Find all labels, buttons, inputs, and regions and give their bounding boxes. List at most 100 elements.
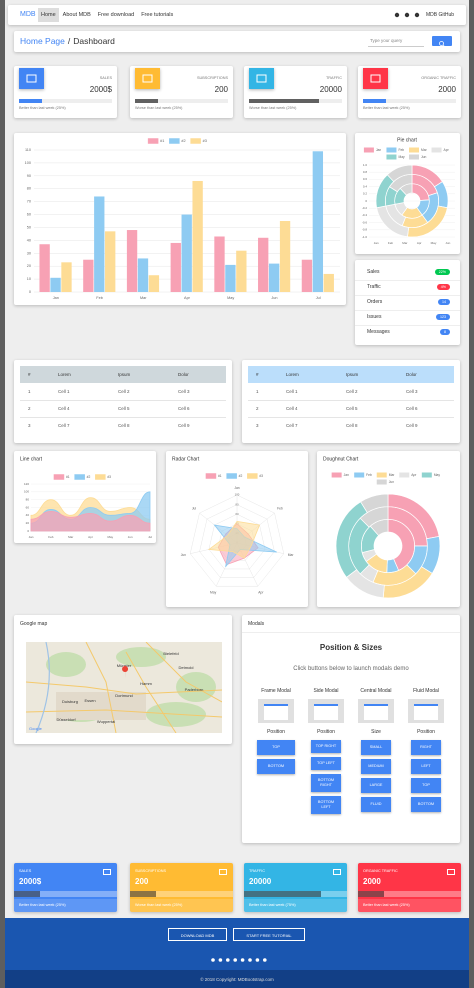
legend-label: Mar (389, 473, 396, 477)
nav-link[interactable]: Free tutorials (141, 12, 174, 18)
list-label: Issues (367, 314, 382, 320)
legend-swatch (147, 138, 159, 144)
modal-button[interactable]: BOTTOM (257, 759, 295, 774)
bar (312, 151, 324, 292)
list-item[interactable]: Orders 14 (355, 295, 460, 311)
nav-link[interactable]: Home (38, 8, 59, 22)
modal-button[interactable]: BOTTOM (411, 797, 441, 812)
bar (83, 259, 94, 292)
modal-button[interactable]: TOP LEFT (311, 757, 341, 770)
axis-label: Jul (192, 507, 196, 511)
legend-swatch (399, 472, 410, 478)
map-place: Duisburg (62, 699, 78, 704)
modal-group-caption: Position (267, 729, 285, 735)
table-header-cell: Ipsum (346, 372, 359, 377)
modal-button[interactable]: BOTTOM RIGHT (311, 774, 341, 792)
table-cell: Cell 1 (286, 389, 298, 394)
y-tick-label: -0.6 (362, 220, 368, 224)
legend-label: May (434, 473, 441, 477)
social-icon (255, 958, 260, 962)
list-item[interactable]: Messages 8 (355, 325, 460, 340)
stat-label: SALES (99, 76, 112, 80)
modal-illustration-window (264, 704, 288, 720)
pie-chart-card: Pie chart Jan Feb Mar Apr May Jun -1.0 -0.8 -0.6 -… (355, 133, 460, 254)
table-row: 1 Cell 1 Cell 2 Cell 3 (248, 383, 454, 401)
progress-bar (358, 891, 384, 897)
modal-button[interactable]: SMALL (361, 740, 391, 755)
color-card-footer: Better than last week (25%) (358, 899, 461, 912)
nav-link[interactable]: About MDB (62, 12, 91, 18)
stat-icon (249, 68, 274, 89)
modal-button[interactable]: TOP (257, 740, 295, 755)
y-tick-label: -1.0 (362, 235, 368, 239)
modal-button[interactable]: BOTTOM LEFT (311, 796, 341, 814)
stat-value: 2000$ (89, 85, 112, 94)
search-input[interactable]: Type your query (368, 36, 424, 47)
legend-swatch (190, 138, 201, 144)
nav-link[interactable]: Free download (97, 12, 135, 18)
y-tick-label: 70 (27, 200, 31, 204)
map-place: Detmold (179, 665, 194, 670)
list-item[interactable]: Sales 22% (355, 265, 460, 281)
bar-chart: 0 10 20 30 40 50 60 70 80 90 100 110 #1 #2 #3 Jan Feb Mar… (25, 138, 340, 300)
social-icon (233, 958, 237, 962)
footer-button[interactable]: DOWNLOAD MDB (168, 928, 227, 941)
breadcrumb-home[interactable]: Home Page (20, 36, 65, 46)
x-tick-label: Jun (128, 535, 133, 539)
progress-bar (249, 99, 319, 103)
bar (301, 259, 313, 292)
color-card-value: 200 (135, 877, 149, 886)
legend-swatch (226, 473, 237, 479)
social-icon (211, 958, 215, 962)
legend-swatch (431, 147, 442, 153)
modal-button[interactable]: LEFT (411, 759, 441, 774)
legend-label: #3 (107, 475, 111, 479)
legend-swatch (376, 479, 387, 485)
search-button[interactable] (432, 36, 452, 47)
footer-button[interactable]: START FREE TUTORIAL (233, 928, 305, 941)
modal-button[interactable]: FLUID (361, 797, 391, 812)
brand[interactable]: MDB (20, 11, 36, 18)
modal-button[interactable]: LARGE (361, 778, 391, 793)
stat-icon-glyph (256, 74, 267, 83)
map-marker (122, 666, 129, 679)
color-card-value: 2000 (363, 877, 381, 886)
y-tick-label: 0.8 (363, 170, 368, 174)
y-tick-label: 90 (27, 174, 31, 178)
chart-title: Radar Chart (172, 456, 200, 462)
y-tick-label: -0.2 (362, 206, 368, 210)
color-card-note: Better than last week (75%) (249, 903, 296, 907)
search-icon (439, 41, 445, 47)
color-card-label: TRAFFIC (249, 869, 266, 873)
progress-track (249, 99, 342, 103)
table-cell: Cell 6 (178, 406, 190, 411)
x-tick-label: Apr (417, 241, 422, 245)
table-cell: Cell 9 (178, 423, 190, 428)
modal-button[interactable]: TOP (411, 778, 441, 793)
color-card-label: SALES (19, 869, 32, 873)
table-cell: Cell 1 (58, 389, 70, 394)
icon (103, 869, 111, 875)
icon (442, 44, 445, 47)
legend-label: Jun (389, 480, 394, 484)
stat-label: TRAFFIC (325, 76, 342, 80)
chart-title: Pie chart (397, 137, 417, 143)
line-series (30, 511, 151, 532)
list-item[interactable]: Traffic 4% (355, 280, 460, 296)
modal-button[interactable]: MEDIUM (361, 759, 391, 774)
table-card: # Lorem Ipsum Dolor 1 Cell 1 Cell 2 Cell 3 2 Cell… (14, 360, 232, 443)
table-row: 3 Cell 7 Cell 8 Cell 9 (20, 417, 226, 434)
y-tick-label: 1.0 (363, 163, 368, 167)
map-road (145, 642, 222, 703)
progress-bar (135, 99, 159, 103)
list-item[interactable]: Issues 123 (355, 310, 460, 326)
stat-value: 2000 (438, 85, 456, 94)
modal-button[interactable]: RIGHT (411, 740, 441, 755)
breadcrumb-bar: Home Page / Dashboard Type your query (14, 31, 460, 52)
modal-button[interactable]: TOP RIGHT (311, 740, 341, 753)
color-card: SALES 2000$ Better than last week (25%) (14, 863, 117, 912)
map-river (35, 642, 50, 733)
github-link[interactable]: MDB GitHub (426, 12, 455, 18)
legend-label: Jun (421, 155, 426, 159)
y-tick-label: 30 (27, 251, 31, 255)
